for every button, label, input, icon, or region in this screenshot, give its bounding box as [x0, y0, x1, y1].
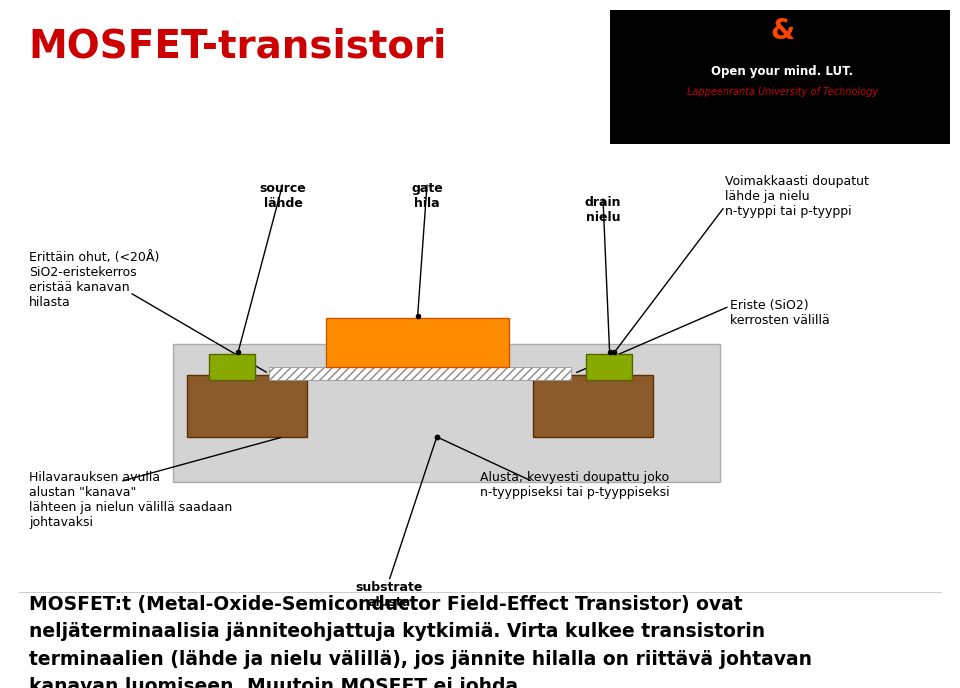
Text: Erittäin ohut, (<20Å)
SiO2-eristekerros
eristää kanavan
hilasta: Erittäin ohut, (<20Å) SiO2-eristekerros …: [29, 251, 159, 309]
Bar: [533, 375, 653, 437]
Text: Hilavarauksen avulla
alustan "kanava"
lähteen ja nielun välillä saadaan
johtavak: Hilavarauksen avulla alustan "kanava" lä…: [29, 471, 232, 529]
Bar: [269, 367, 571, 380]
Bar: [209, 354, 255, 380]
Text: substrate
alusta: substrate alusta: [355, 581, 422, 610]
Text: MOSFET-transistori: MOSFET-transistori: [29, 28, 447, 65]
Text: Voimakkaasti doupatut
lähde ja nielu
n-tyyppi tai p-tyyppi: Voimakkaasti doupatut lähde ja nielu n-t…: [725, 175, 869, 219]
Text: drain
nielu: drain nielu: [585, 196, 621, 224]
Text: Lappeenranta University of Technology: Lappeenranta University of Technology: [686, 87, 878, 97]
Bar: [173, 344, 720, 482]
Text: source
lähde: source lähde: [260, 182, 306, 211]
Bar: [326, 318, 509, 367]
Text: MOSFET:t (Metal-Oxide-Semiconductor Field-Effect Transistor) ovat
neljäterminaal: MOSFET:t (Metal-Oxide-Semiconductor Fiel…: [29, 595, 812, 688]
Text: &: &: [770, 17, 795, 45]
Bar: [586, 354, 632, 380]
Text: Alusta, kevyesti doupattu joko
n-tyyppiseksi tai p-tyyppiseksi: Alusta, kevyesti doupattu joko n-tyyppis…: [480, 471, 670, 499]
Text: Eriste (SiO2)
kerrosten välillä: Eriste (SiO2) kerrosten välillä: [730, 299, 829, 327]
Text: gate
hila: gate hila: [411, 182, 444, 211]
Text: Open your mind. LUT.: Open your mind. LUT.: [711, 65, 853, 78]
Bar: [187, 375, 307, 437]
Bar: [610, 10, 950, 144]
